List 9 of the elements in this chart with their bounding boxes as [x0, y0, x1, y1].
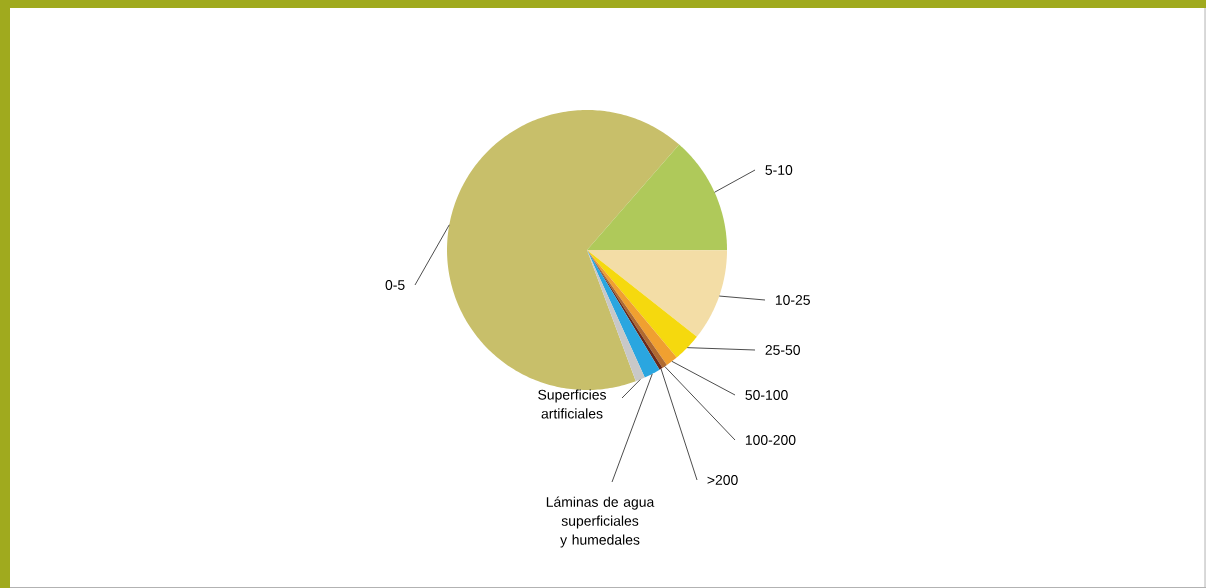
slice-label: >200: [707, 475, 738, 485]
slice-label: Láminas de agua superficiales y humedales: [546, 496, 655, 548]
slice-label: 50-100: [745, 390, 788, 400]
slice-label: 25-50: [765, 345, 800, 355]
slice-label: 5-10: [765, 165, 793, 175]
slice-label: 100-200: [745, 435, 796, 445]
slice-label: Superficies artificiales: [538, 389, 606, 419]
slice-label: 0-5: [385, 280, 405, 290]
slice-label: 10-25: [775, 295, 810, 305]
